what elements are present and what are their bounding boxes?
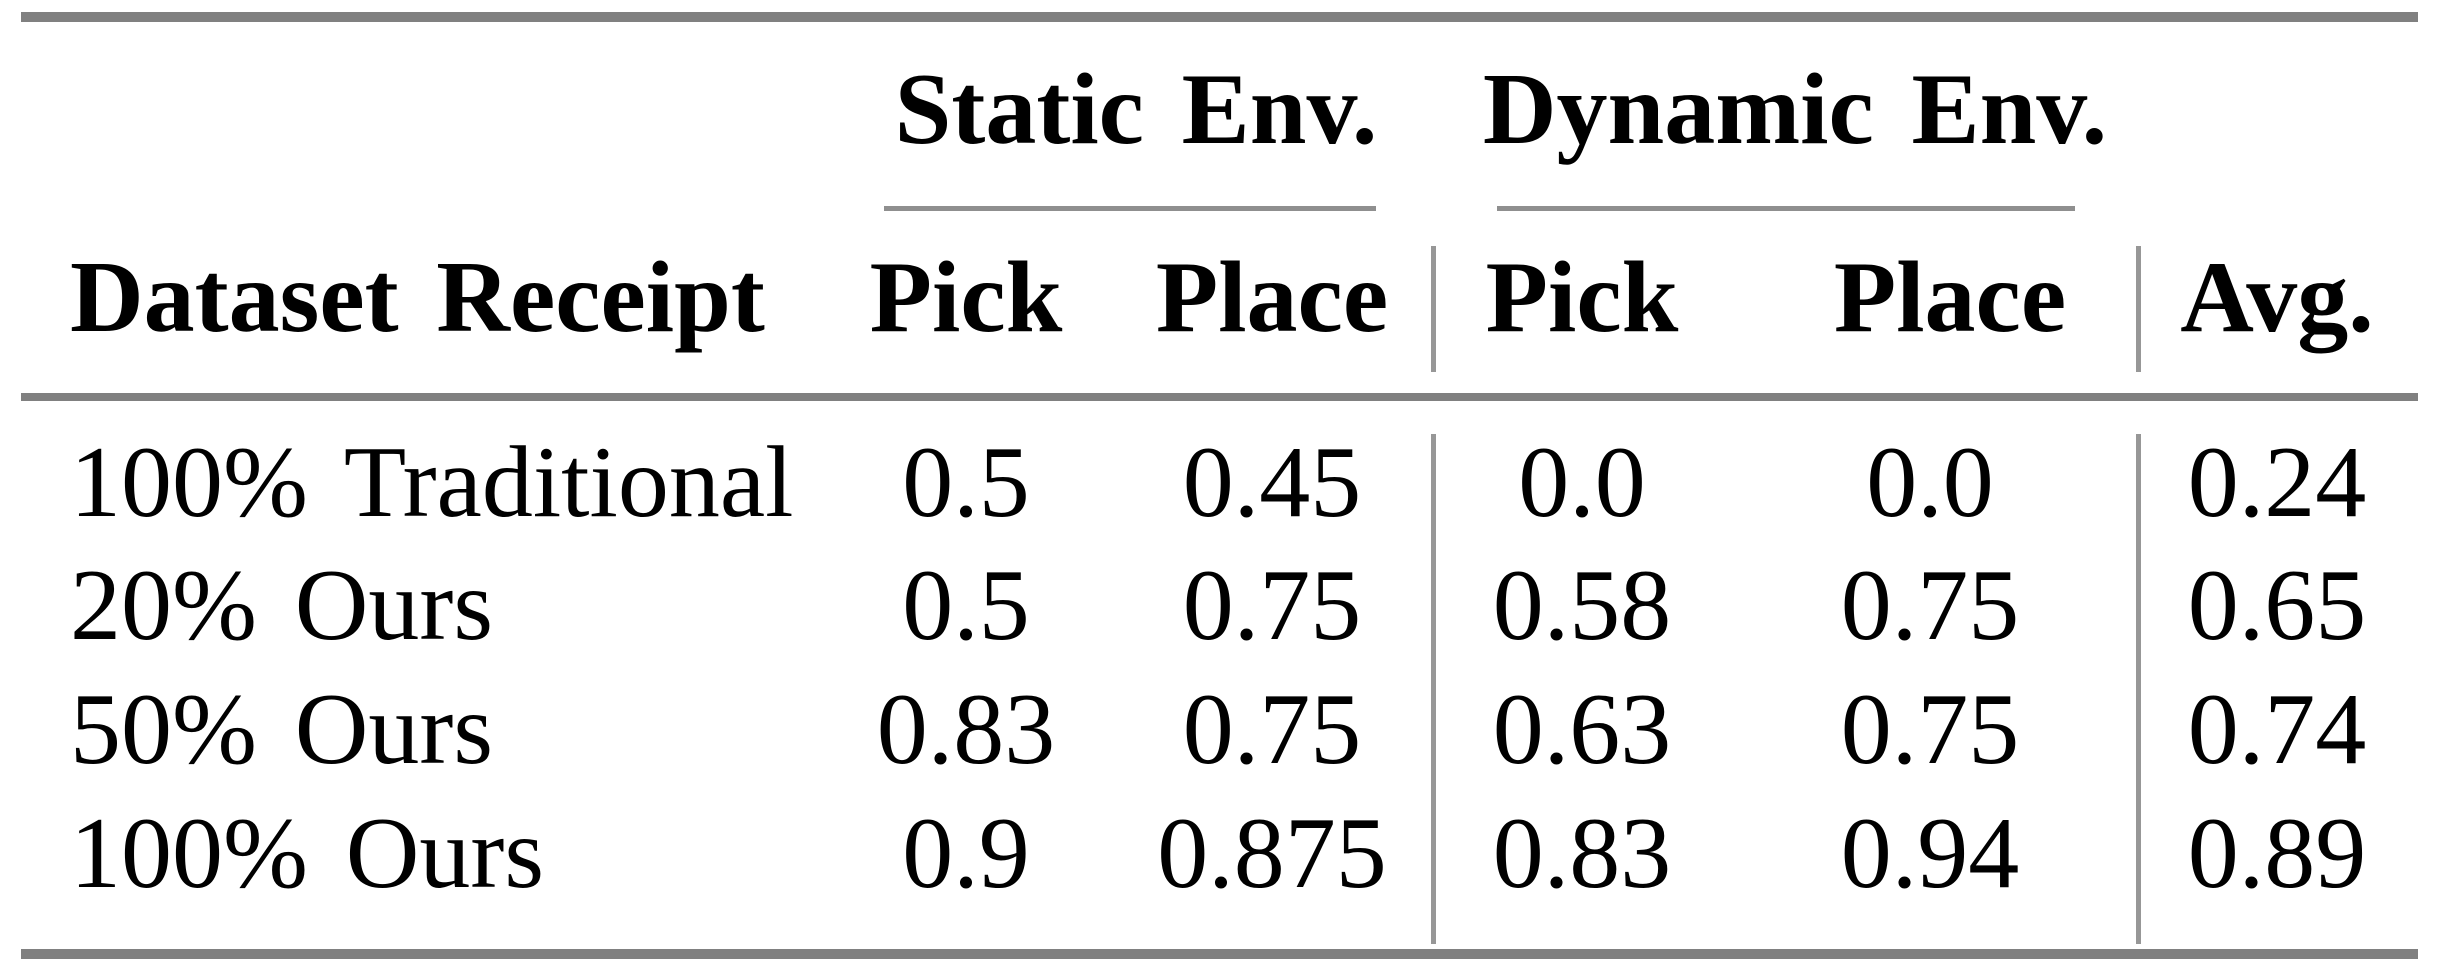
value-dynamic-place: 0.75: [1840, 549, 2020, 662]
value-dynamic-place: 0.75: [1840, 673, 2020, 786]
column-header-dynamic-place: Place: [1833, 241, 2067, 354]
value-dynamic-place: 0.0: [1866, 426, 1994, 539]
vertical-rule-avg-header: [2136, 246, 2141, 372]
column-header-dynamic-pick: Pick: [1485, 241, 1679, 354]
row-label: 100% Traditional: [70, 426, 794, 539]
row-label: 100% Ours: [70, 797, 545, 910]
column-group-dynamic-env: Dynamic Env.: [1482, 53, 2108, 166]
column-header-avg: Avg.: [2180, 241, 2374, 354]
value-static-place: 0.75: [1182, 673, 1362, 786]
column-header-dataset-receipt: Dataset Receipt: [70, 241, 765, 354]
column-header-static-place: Place: [1155, 241, 1389, 354]
value-dynamic-pick: 0.0: [1518, 426, 1646, 539]
row-label: 20% Ours: [70, 549, 494, 662]
value-static-place: 0.75: [1182, 549, 1362, 662]
mid-rule: [21, 393, 2418, 401]
cmidrule-static-env: [884, 206, 1376, 211]
value-static-place: 0.875: [1157, 797, 1387, 910]
column-header-static-pick: Pick: [869, 241, 1063, 354]
column-group-static-env: Static Env.: [894, 53, 1378, 166]
value-static-place: 0.45: [1182, 426, 1362, 539]
top-rule: [21, 12, 2418, 22]
value-dynamic-place: 0.94: [1840, 797, 2020, 910]
value-dynamic-pick: 0.58: [1492, 549, 1672, 662]
value-avg: 0.74: [2187, 673, 2367, 786]
value-static-pick: 0.5: [902, 549, 1030, 662]
value-avg: 0.24: [2187, 426, 2367, 539]
value-static-pick: 0.9: [902, 797, 1030, 910]
row-label: 50% Ours: [70, 673, 494, 786]
bottom-rule: [21, 949, 2418, 959]
value-avg: 0.65: [2187, 549, 2367, 662]
value-dynamic-pick: 0.83: [1492, 797, 1672, 910]
value-dynamic-pick: 0.63: [1492, 673, 1672, 786]
vertical-rule-static-dynamic-header: [1431, 246, 1436, 372]
value-avg: 0.89: [2187, 797, 2367, 910]
value-static-pick: 0.5: [902, 426, 1030, 539]
vertical-rule-avg-body: [2136, 434, 2141, 944]
value-static-pick: 0.83: [876, 673, 1056, 786]
vertical-rule-static-dynamic-body: [1431, 434, 1436, 944]
cmidrule-dynamic-env: [1497, 206, 2075, 211]
